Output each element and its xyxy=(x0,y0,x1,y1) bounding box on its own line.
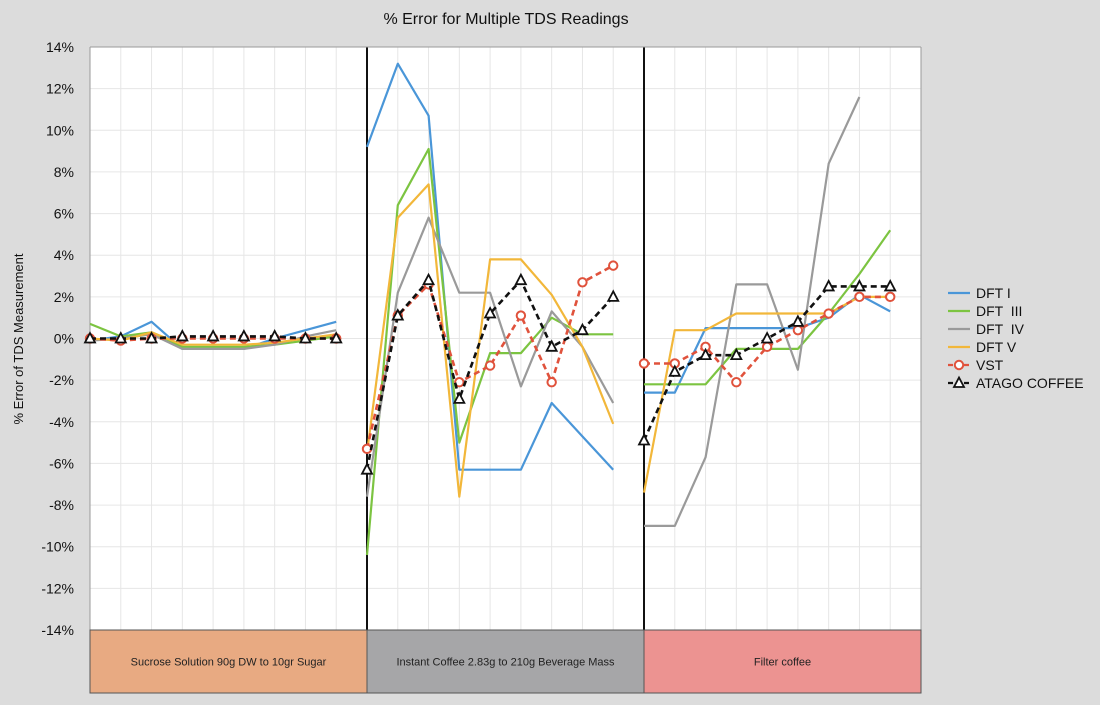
y-tick-label: 14% xyxy=(46,39,74,55)
data-point-triangle xyxy=(883,279,897,292)
series-line xyxy=(644,96,861,528)
group-band-row: Sucrose Solution 90g DW to 10gr Sugar Ins… xyxy=(89,629,922,694)
data-point-triangle xyxy=(760,331,774,344)
group-band xyxy=(366,629,645,694)
data-point-triangle xyxy=(822,279,836,292)
y-tick-label: -6% xyxy=(49,455,74,471)
group-band-label: Instant Coffee 2.83g to 210g Beverage Ma… xyxy=(396,657,615,669)
data-point-circle xyxy=(608,260,619,271)
data-point-triangle xyxy=(360,462,374,475)
data-point-circle xyxy=(546,377,557,388)
legend-label: DFT III xyxy=(976,303,1022,319)
data-point-circle xyxy=(854,291,865,303)
legend-label: ATAGO COFFEE xyxy=(976,375,1084,391)
data-point-triangle xyxy=(145,331,159,344)
data-point-triangle xyxy=(606,289,620,302)
data-point-triangle xyxy=(545,339,559,352)
data-point-circle xyxy=(731,377,742,388)
legend-label: DFT V xyxy=(976,339,1017,355)
data-point-triangle xyxy=(852,279,866,292)
legend-label: DFT IV xyxy=(976,321,1025,337)
data-point-triangle xyxy=(637,433,651,446)
data-point-circle xyxy=(484,360,496,371)
data-point-triangle xyxy=(791,314,805,327)
y-tick-label: -12% xyxy=(41,580,74,596)
data-point-circle xyxy=(515,310,527,321)
data-point-triangle xyxy=(699,347,713,361)
series-line xyxy=(365,278,615,470)
data-point-triangle xyxy=(391,308,405,321)
data-point-triangle xyxy=(268,328,282,342)
group-band-label: Filter coffee xyxy=(754,657,811,669)
legend-label: VST xyxy=(976,357,1004,373)
data-point-triangle xyxy=(206,328,220,342)
series-line xyxy=(365,62,615,471)
data-point-triangle xyxy=(175,328,189,342)
y-tick-label: -8% xyxy=(49,497,74,513)
data-point-triangle xyxy=(237,328,251,342)
group-band-label: Sucrose Solution 90g DW to 10gr Sugar xyxy=(131,657,327,669)
legend-marker-circle xyxy=(953,359,965,371)
series-line xyxy=(89,322,337,348)
data-point-triangle xyxy=(514,272,528,286)
y-tick-label: 2% xyxy=(54,289,74,305)
y-tick-label: -4% xyxy=(49,414,74,430)
data-point-triangle xyxy=(668,364,682,377)
y-tick-label: -2% xyxy=(49,372,74,388)
legend: DFT I DFT III DFT IV DFT V VST ATAGO COFFEE xyxy=(948,285,1084,391)
y-tick-label: 6% xyxy=(54,206,74,222)
data-point-triangle xyxy=(575,322,589,336)
legend-marker-triangle xyxy=(952,375,966,388)
y-tick-label: -10% xyxy=(41,539,74,555)
data-point-triangle xyxy=(422,272,436,286)
data-point-circle xyxy=(761,341,773,353)
data-point-circle xyxy=(577,277,588,288)
y-tick-label: 12% xyxy=(46,81,74,97)
data-point-circle xyxy=(638,358,650,369)
data-point-circle xyxy=(823,308,834,319)
data-point-triangle xyxy=(452,391,466,404)
series-line xyxy=(365,216,615,497)
group-band xyxy=(643,629,922,694)
data-point-circle xyxy=(454,377,465,388)
data-point-triangle xyxy=(298,331,312,344)
y-tick-label: 10% xyxy=(46,122,74,138)
data-point-circle xyxy=(792,324,804,336)
y-axis: 14% 12% 10% 8% 6% 4% 2% 0% -2% -4% -6% -8% -10% -12% -… xyxy=(41,39,74,638)
group-band xyxy=(89,629,368,694)
data-point-triangle xyxy=(729,347,743,361)
data-point-triangle xyxy=(329,331,343,344)
series-layer xyxy=(83,62,897,556)
chart-title: % Error for Multiple TDS Readings xyxy=(383,11,628,28)
data-point-circle xyxy=(885,291,896,303)
legend-label: DFT I xyxy=(976,285,1011,301)
y-axis-label: % Error of TDS Measurement xyxy=(11,253,26,424)
data-point-triangle xyxy=(483,306,497,319)
y-tick-label: -14% xyxy=(41,622,74,638)
series-line xyxy=(644,295,891,384)
y-tick-label: 4% xyxy=(54,247,74,263)
series-atago-coffee xyxy=(83,272,897,475)
data-point-triangle xyxy=(83,331,97,344)
y-tick-label: 8% xyxy=(54,164,74,180)
data-point-triangle xyxy=(114,331,128,344)
series-line xyxy=(365,183,615,498)
y-tick-label: 0% xyxy=(54,331,74,347)
